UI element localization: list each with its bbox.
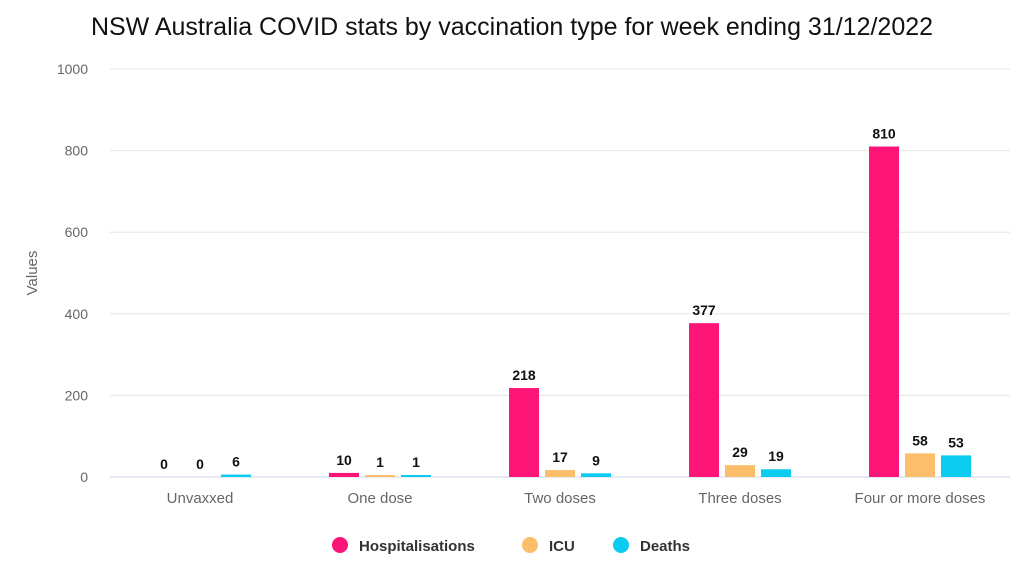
bar-icu[interactable] (365, 475, 395, 477)
y-axis-label: Values (24, 251, 41, 296)
data-label: 6 (232, 454, 240, 470)
y-tick-label: 800 (65, 143, 89, 159)
data-label: 29 (732, 444, 748, 460)
y-tick-label: 1000 (57, 61, 88, 77)
bar-hospitalisations[interactable] (329, 472, 359, 477)
x-category-label: Four or more doses (855, 490, 986, 507)
bar-hospitalisations[interactable] (509, 388, 539, 477)
legend-label: ICU (549, 538, 575, 555)
legend-marker-icon (522, 537, 538, 553)
legend-marker-icon (332, 537, 348, 553)
bar-deaths[interactable] (401, 475, 431, 477)
data-label: 0 (196, 456, 204, 472)
data-label: 1 (376, 454, 384, 470)
legend-marker-icon (613, 537, 629, 553)
y-tick-label: 600 (65, 224, 89, 240)
x-category-label: Unvaxxed (167, 490, 234, 507)
bar-deaths[interactable] (941, 455, 971, 477)
data-label: 58 (912, 432, 928, 448)
legend-item-hospitalisations[interactable]: Hospitalisations (332, 537, 475, 555)
data-label: 53 (948, 434, 964, 450)
legend-label: Hospitalisations (359, 538, 475, 555)
data-label: 810 (872, 126, 896, 142)
data-label: 10 (336, 452, 352, 468)
chart-title: NSW Australia COVID stats by vaccination… (91, 13, 933, 41)
bar-deaths[interactable] (761, 469, 791, 477)
x-category-label: One dose (347, 490, 412, 507)
legend-label: Deaths (640, 538, 690, 555)
legend-item-deaths[interactable]: Deaths (613, 537, 690, 555)
bar-deaths[interactable] (221, 474, 251, 477)
x-category-label: Two doses (524, 490, 596, 507)
data-label: 218 (512, 367, 536, 383)
bar-hospitalisations[interactable] (869, 146, 899, 477)
data-label: 17 (552, 449, 568, 465)
bar-hospitalisations[interactable] (689, 323, 719, 477)
bar-deaths[interactable] (581, 473, 611, 477)
legend-item-icu[interactable]: ICU (522, 537, 575, 555)
x-category-label: Three doses (698, 490, 781, 507)
data-label: 0 (160, 456, 168, 472)
data-label: 1 (412, 454, 420, 470)
bar-icu[interactable] (725, 465, 755, 477)
bar-icu[interactable] (545, 470, 575, 477)
bar-icu[interactable] (905, 453, 935, 477)
y-tick-label: 400 (65, 306, 89, 322)
data-label: 377 (692, 302, 716, 318)
data-label: 9 (592, 452, 600, 468)
y-tick-label: 0 (80, 469, 88, 485)
data-label: 19 (768, 448, 784, 464)
y-tick-label: 200 (65, 387, 89, 403)
